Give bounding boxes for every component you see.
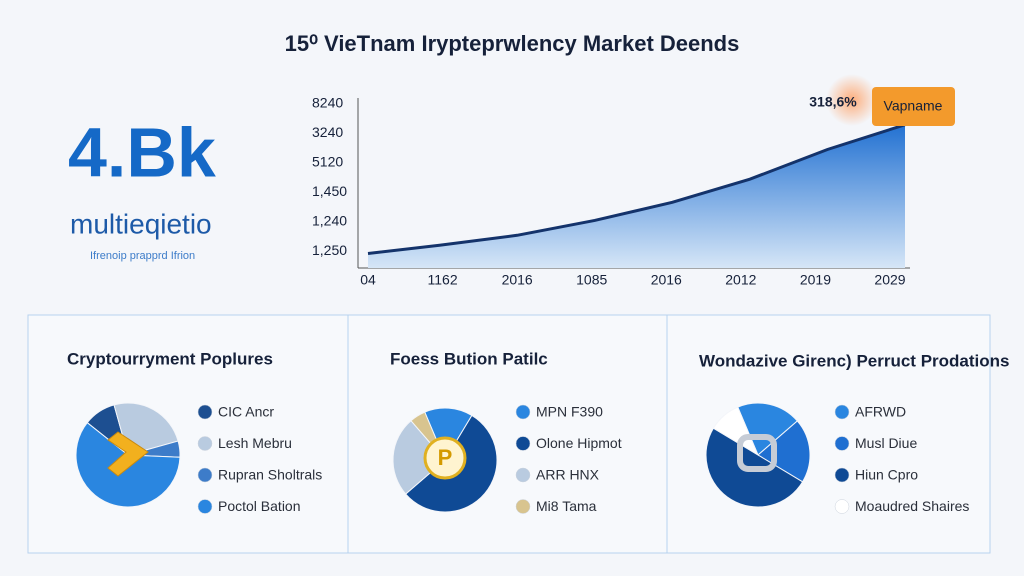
glow [826,74,878,126]
legend-dot [834,404,850,420]
pie-slice [392,420,446,495]
pie-slice [712,406,760,457]
callout-box [872,87,955,126]
line [367,123,906,255]
icon [423,436,467,480]
icon: P [438,445,453,470]
legend-label: CIC Ancr [218,404,274,420]
legend-label: ARR HNX [536,467,600,483]
legend-label: MPN F390 [536,404,603,420]
kpi-value: 4.Bk [68,113,216,191]
legend-dot [197,436,213,451]
legend-label: Hiun Cpro [855,467,918,483]
x-tick-label: 2016 [651,272,682,288]
legend-label: Olone Hipmot [536,435,622,451]
legend-dot [515,467,531,483]
icon [107,431,149,477]
panel-title: Wondazive Girenc) Perruct Prodations [699,351,1009,370]
y-tick-label: 3240 [312,124,343,140]
legend-label: Poctol Bation [218,498,301,514]
panel-title: Foess Bution Patilc [390,349,548,368]
area [368,122,905,268]
legend-label: Lesh Mebru [218,435,292,451]
callout: Vapname [884,98,943,114]
legend-dot [834,467,850,483]
legend-dot [834,499,850,514]
legend-dot [515,436,531,451]
kpi-label: multieqietio [70,208,212,239]
legend-label: Moaudred Shaires [855,498,969,514]
x-tick-label: 1162 [428,272,458,288]
panel-frame [27,314,991,554]
x-tick-label: 2019 [800,272,831,288]
x-tick-label: 2029 [874,272,905,288]
legend-dot [515,404,531,420]
x-tick-label: 2016 [502,272,533,288]
y-tick-label: 5120 [312,154,343,170]
y-tick-label: 1,240 [312,213,347,229]
y-tick-label: 8240 [312,95,343,111]
legend-label: Mi8 Tama [536,498,597,514]
y-tick-label: 1,250 [312,242,347,258]
x-tick-label: 2012 [725,272,756,288]
legend-label: AFRWD [855,404,906,420]
annotation: 318,6% [809,94,857,110]
legend-dot [834,436,850,451]
x-tick-label: 1085 [576,272,607,288]
x-tick-label: 04 [360,272,376,288]
panel-title: Cryptourryment Poplures [67,349,273,368]
pie-slice [424,407,473,462]
y-tick-label: 1,450 [312,183,347,199]
pie-slice [757,420,811,483]
legend-dot [197,404,213,420]
legend-dot [515,499,531,514]
title: 15⁰ VieTnam Iryptерrwlency Market Dеends [285,31,740,56]
icon [737,434,777,472]
legend-dot [197,499,213,514]
legend-label: Musl Diue [855,435,917,451]
legend-label: Rupran Sholtrals [218,467,322,483]
legend-dot [197,467,213,483]
kpi-caption: Ifrenoip prapprd Ifrion [90,250,195,262]
